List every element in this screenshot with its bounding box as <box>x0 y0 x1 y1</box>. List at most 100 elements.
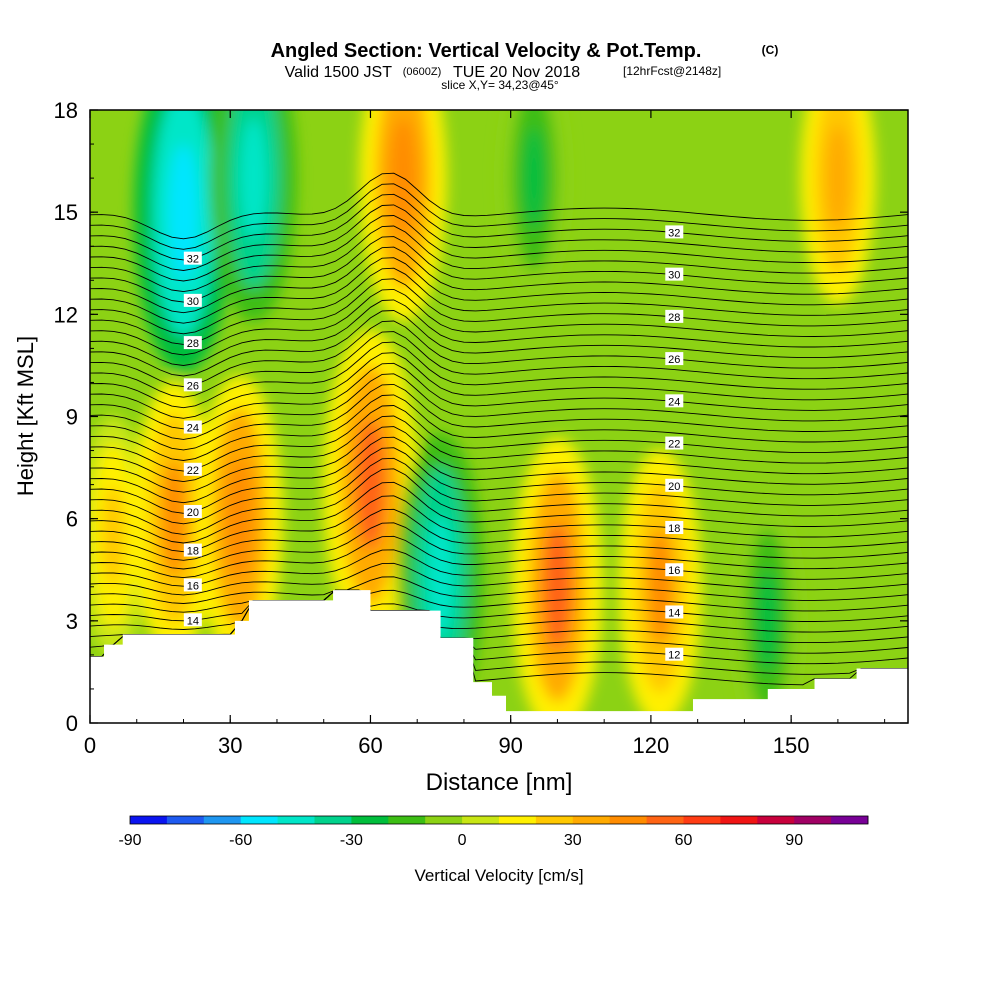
theta-contour-line-42 <box>90 193 908 261</box>
colorbar-swatch-11 <box>535 816 574 824</box>
x-tick-label-3: 90 <box>498 733 522 758</box>
theta-label-16: 28 <box>668 312 680 324</box>
theta-contour-line-33 <box>90 288 908 356</box>
colorbar-swatch-6 <box>351 816 389 824</box>
colorbar-swatch-14 <box>646 816 684 824</box>
theta-label-11: 24 <box>187 423 199 435</box>
colorbar-swatch-3 <box>240 816 278 824</box>
valid-date: TUE 20 Nov 2018 <box>453 64 580 81</box>
theta-label-box-13 <box>183 378 202 392</box>
colorbar-label: Vertical Velocity [cm/s] <box>414 866 583 885</box>
velocity-blob-core-8 <box>543 523 572 651</box>
colorbar-swatch-7 <box>388 816 426 824</box>
theta-label-13: 26 <box>187 380 199 392</box>
theta-label-10: 22 <box>668 439 680 451</box>
x-tick-label-5: 150 <box>773 733 810 758</box>
y-tick-label-3: 9 <box>66 405 78 430</box>
theta-contours <box>90 172 908 686</box>
theta-contour-line-27 <box>90 352 908 419</box>
colorbar-swatch-17 <box>757 816 795 824</box>
valid-zulu: (0600Z) <box>403 66 442 78</box>
colorbar: -90 -60 -30 0 30 60 90 <box>118 815 869 849</box>
y-tick-label-5: 15 <box>54 200 78 225</box>
theta-contour-line-29 <box>90 331 908 398</box>
theta-contour-line-36 <box>90 257 908 324</box>
velocity-blob-core-1 <box>161 460 188 577</box>
theta-label-box-8 <box>665 478 684 492</box>
theta-contour-line-32 <box>90 299 908 366</box>
y-axis-ticks: 0 3 6 9 12 15 18 <box>54 98 908 736</box>
theta-label-18: 30 <box>668 270 680 282</box>
valid-prefix: Valid 1500 JST <box>285 64 393 81</box>
theta-contour-line-19 <box>90 436 908 504</box>
theta-contour-line-24 <box>90 383 908 451</box>
velocity-blob-core-6 <box>167 143 199 281</box>
colorbar-swatch-0 <box>130 816 168 824</box>
theta-label-box-0 <box>665 647 684 661</box>
theta-contour-line-15 <box>90 481 908 544</box>
theta-contour-line-31 <box>90 310 908 377</box>
theta-contour-line-5 <box>90 589 908 633</box>
colorbar-swatch-8 <box>425 816 463 824</box>
y-tick-label-6: 18 <box>54 98 78 123</box>
theta-contour-line-44 <box>90 172 908 240</box>
theta-label-1: 14 <box>187 615 199 627</box>
theta-contour-line-7 <box>90 589 908 613</box>
forecast-label: [12hrFcst@2148z] <box>623 64 721 78</box>
theta-contour-line-28 <box>90 341 908 409</box>
velocity-blob-core-10 <box>826 124 850 232</box>
theta-contour-line-39 <box>90 225 908 293</box>
theta-label-2: 14 <box>668 607 680 619</box>
x-axis-label: Distance [nm] <box>426 769 573 796</box>
colorbar-swatch-15 <box>683 816 721 824</box>
colorbar-swatch-4 <box>277 816 315 824</box>
y-tick-label-1: 3 <box>66 609 78 634</box>
colorbar-tick-label-1: -60 <box>229 832 252 849</box>
theta-label-box-5 <box>183 543 202 557</box>
velocity-blob-core-7 <box>239 117 268 239</box>
theta-contour-line-26 <box>90 362 908 430</box>
theta-label-box-12 <box>665 394 684 408</box>
theta-contour-line-14 <box>90 495 908 553</box>
theta-label-12: 24 <box>668 396 680 408</box>
theta-label-box-6 <box>665 521 684 535</box>
title-unit: (C) <box>762 43 779 57</box>
y-tick-label-2: 6 <box>66 507 78 532</box>
colorbar-swatch-1 <box>166 816 205 824</box>
theta-label-box-10 <box>665 436 684 450</box>
theta-contour-line-34 <box>90 278 908 345</box>
x-tick-label-2: 60 <box>358 733 382 758</box>
theta-label-0: 12 <box>668 650 680 662</box>
theta-label-box-9 <box>183 462 202 476</box>
colorbar-swatch-16 <box>720 816 758 824</box>
theta-contour-line-22 <box>90 405 908 472</box>
theta-label-4: 16 <box>668 565 680 577</box>
theta-label-17: 30 <box>187 296 199 308</box>
theta-label-7: 20 <box>187 507 199 519</box>
colorbar-tick-label-5: 60 <box>675 832 693 849</box>
theta-label-box-1 <box>183 613 202 627</box>
theta-label-3: 16 <box>187 580 199 592</box>
theta-contour-line-20 <box>90 426 908 493</box>
theta-contour-line-18 <box>90 447 908 514</box>
theta-label-box-3 <box>183 578 202 592</box>
theta-label-box-17 <box>183 293 202 307</box>
colorbar-swatch-12 <box>572 816 611 824</box>
theta-label-box-11 <box>183 420 202 434</box>
colorbar-swatch-2 <box>203 816 242 824</box>
y-tick-label-0: 0 <box>66 711 78 736</box>
y-axis-label: Height [Kft MSL] <box>13 336 38 496</box>
colorbar-swatch-10 <box>499 816 537 824</box>
colorbar-tick-label-4: 30 <box>564 832 582 849</box>
velocity-blob-core-5 <box>426 515 455 638</box>
colorbar-tick-label-6: 90 <box>785 832 803 849</box>
theta-contour-line-4 <box>90 589 908 644</box>
theta-label-20: 32 <box>668 227 680 239</box>
terrain-mask <box>90 590 908 723</box>
colorbar-swatch-19 <box>831 816 869 824</box>
theta-label-box-2 <box>665 605 684 619</box>
chart-title: Angled Section: Vertical Velocity & Pot.… <box>271 40 702 62</box>
slice-label: slice X,Y= 34,23@45° <box>441 78 559 92</box>
colorbar-swatch-18 <box>794 816 832 824</box>
